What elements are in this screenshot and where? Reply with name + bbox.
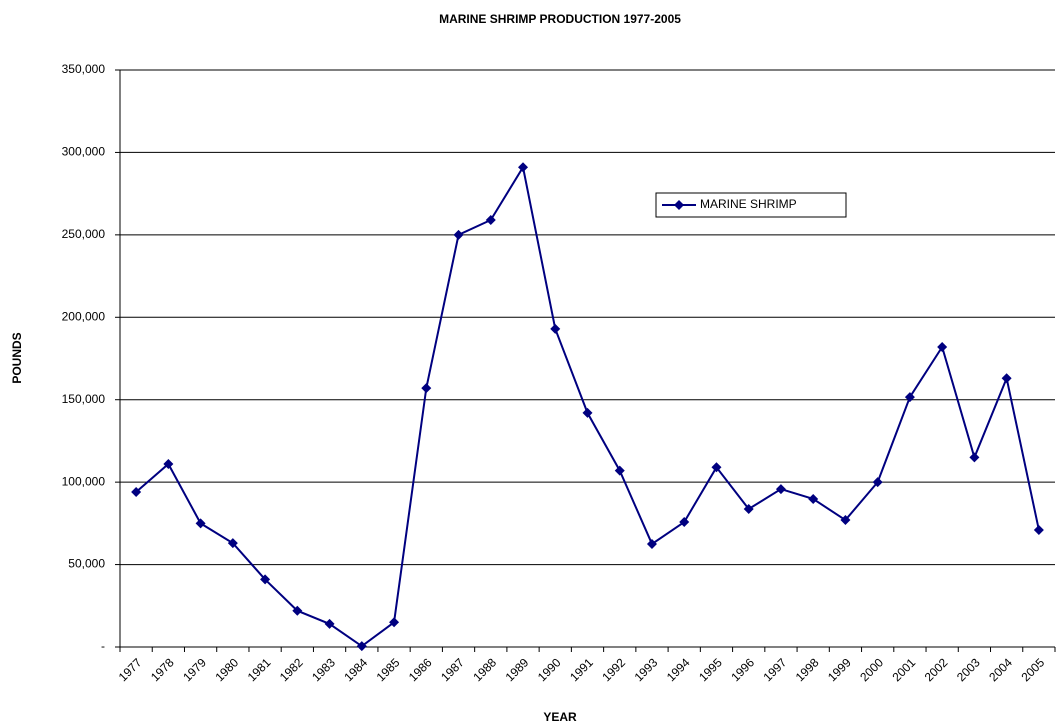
y-axis-title: POUNDS	[10, 332, 24, 383]
marker	[292, 605, 303, 616]
y-tick-label: 300,000	[62, 145, 106, 159]
x-tick-label: 1981	[245, 655, 274, 684]
x-tick-label: 2001	[889, 655, 918, 684]
x-tick-label: 1996	[728, 655, 757, 684]
chart-title: MARINE SHRIMP PRODUCTION 1977-2005	[439, 12, 681, 26]
marker	[679, 517, 690, 528]
marker	[872, 477, 883, 488]
x-tick-label: 2000	[857, 655, 886, 684]
marker	[937, 341, 948, 352]
x-tick-label: 1999	[825, 655, 854, 684]
x-tick-label: 1989	[503, 655, 532, 684]
x-tick-label: 1997	[761, 655, 790, 684]
x-tick-label: 1980	[212, 655, 241, 684]
y-tick-label: 150,000	[62, 392, 106, 406]
marker	[260, 574, 271, 585]
x-tick-label: 1991	[567, 655, 596, 684]
marker	[840, 515, 851, 526]
marker	[1033, 524, 1044, 535]
x-tick-label: 1992	[599, 655, 628, 684]
legend-marker	[674, 200, 684, 210]
x-tick-label: 1993	[632, 655, 661, 684]
x-tick-label: 1983	[309, 655, 338, 684]
marker	[711, 462, 722, 473]
x-tick-label: 1985	[374, 655, 403, 684]
x-tick-label: 1995	[696, 655, 725, 684]
marker	[518, 162, 529, 173]
marker	[356, 641, 367, 652]
marker	[453, 229, 464, 240]
y-tick-label: 350,000	[62, 62, 106, 76]
marker	[582, 407, 593, 418]
marker	[969, 452, 980, 463]
x-tick-label: 2004	[986, 655, 1015, 684]
x-tick-label: 2002	[922, 655, 951, 684]
x-tick-label: 1988	[470, 655, 499, 684]
x-tick-label: 1994	[664, 655, 693, 684]
x-axis-title: YEAR	[543, 710, 577, 724]
marker	[1001, 373, 1012, 384]
marker	[808, 493, 819, 504]
x-tick-label: 1979	[180, 655, 209, 684]
x-tick-label: 1984	[341, 655, 370, 684]
x-tick-label: 1978	[148, 655, 177, 684]
marker	[227, 538, 238, 549]
x-tick-label: 1982	[277, 655, 306, 684]
x-tick-label: 2005	[1018, 655, 1047, 684]
legend-label: MARINE SHRIMP	[700, 197, 797, 211]
marker	[646, 538, 657, 549]
marker	[775, 484, 786, 495]
marker	[163, 459, 174, 470]
x-tick-label: 1977	[116, 655, 145, 684]
x-tick-label: 2003	[954, 655, 983, 684]
marker	[904, 392, 915, 403]
x-tick-label: 1990	[535, 655, 564, 684]
y-tick-label: 100,000	[62, 474, 106, 488]
y-tick-label: -	[101, 639, 105, 653]
y-tick-label: 250,000	[62, 227, 106, 241]
marker	[131, 487, 142, 498]
line	[135, 164, 1040, 648]
marker	[389, 617, 400, 628]
marker	[743, 504, 754, 515]
marker	[421, 383, 432, 394]
x-tick-label: 1998	[793, 655, 822, 684]
x-tick-label: 1987	[438, 655, 467, 684]
y-tick-label: 200,000	[62, 309, 106, 323]
marker	[550, 323, 561, 334]
marker	[195, 518, 206, 529]
x-tick-label: 1986	[406, 655, 435, 684]
y-tick-label: 50,000	[68, 557, 105, 571]
marker	[324, 618, 335, 629]
marker	[614, 465, 625, 476]
marker	[485, 215, 496, 226]
